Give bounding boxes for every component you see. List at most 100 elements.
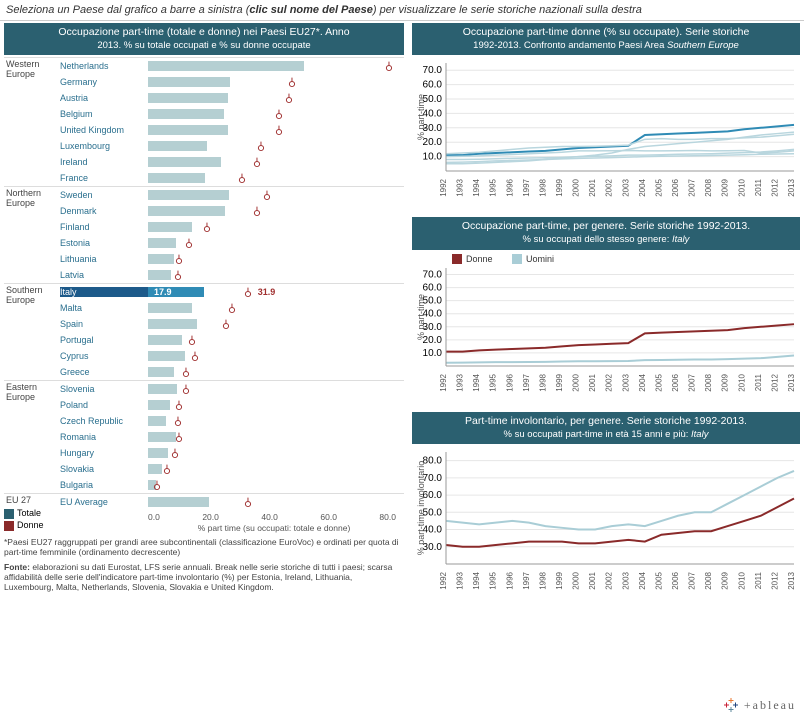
bar-fill-total[interactable]	[148, 351, 185, 361]
bar-fill-total[interactable]	[148, 157, 221, 167]
women-marker-icon[interactable]: ⚲	[181, 366, 189, 379]
bar-fill-total[interactable]	[148, 222, 192, 232]
svg-text:1995: 1995	[489, 373, 498, 391]
country-label[interactable]: Austria	[60, 93, 148, 103]
country-label[interactable]: Netherlands	[60, 61, 148, 71]
bar-fill-total[interactable]	[148, 335, 182, 345]
women-marker-icon[interactable]: ⚲	[181, 383, 189, 396]
women-marker-icon[interactable]: ⚲	[275, 124, 283, 137]
svg-text:2013: 2013	[787, 179, 796, 197]
women-marker-icon[interactable]: ⚲	[174, 415, 182, 428]
women-marker-icon[interactable]: ⚲	[185, 237, 193, 250]
bar-fill-total[interactable]	[148, 416, 166, 426]
bar-fill-total[interactable]	[148, 432, 176, 442]
footnote-2: Fonte: elaborazioni su dati Eurostat, LF…	[4, 562, 404, 593]
women-marker-icon[interactable]: ⚲	[256, 140, 264, 153]
country-label[interactable]: Belgium	[60, 109, 148, 119]
svg-text:2002: 2002	[605, 179, 614, 197]
women-marker-icon[interactable]: ⚲	[175, 431, 183, 444]
svg-text:2003: 2003	[621, 373, 630, 391]
bar-fill-total[interactable]	[148, 61, 304, 71]
svg-text:1998: 1998	[538, 571, 547, 589]
country-label[interactable]: Sweden	[60, 190, 148, 200]
country-label[interactable]: Ireland	[60, 157, 148, 167]
bar-fill-total[interactable]	[148, 125, 228, 135]
bar-fill-total[interactable]	[148, 384, 177, 394]
bar-fill-total[interactable]	[148, 448, 168, 458]
women-marker-icon[interactable]: ⚲	[175, 399, 183, 412]
country-label[interactable]: Malta	[60, 303, 148, 313]
country-label[interactable]: Finland	[60, 222, 148, 232]
women-marker-icon[interactable]: ⚲	[228, 302, 236, 315]
bar-fill-total[interactable]	[148, 497, 209, 507]
svg-text:2011: 2011	[754, 571, 763, 589]
country-label[interactable]: Lithuania	[60, 254, 148, 264]
women-marker-icon[interactable]: ⚲	[188, 334, 196, 347]
bar-fill-total[interactable]	[148, 303, 192, 313]
country-label[interactable]: Greece	[60, 367, 148, 377]
women-marker-icon[interactable]: ⚲	[175, 253, 183, 266]
country-label[interactable]: Czech Republic	[60, 416, 148, 426]
bar-fill-total[interactable]	[148, 77, 230, 87]
country-label[interactable]: Italy	[60, 287, 148, 297]
women-marker-icon[interactable]: ⚲	[163, 463, 171, 476]
bar-fill-total[interactable]	[148, 190, 229, 200]
bar-fill-total[interactable]	[148, 400, 170, 410]
bar-fill-total[interactable]	[148, 367, 174, 377]
bar-fill-total[interactable]	[148, 206, 225, 216]
women-marker-icon[interactable]: ⚲	[174, 269, 182, 282]
country-label[interactable]: Spain	[60, 319, 148, 329]
women-marker-icon[interactable]: ⚲	[244, 496, 252, 509]
country-label[interactable]: Cyprus	[60, 351, 148, 361]
bar-row: Netherlands ⚲	[60, 58, 404, 74]
bar-fill-total[interactable]	[148, 141, 207, 151]
women-marker-icon[interactable]: ⚲	[288, 76, 296, 89]
bar-fill-total[interactable]	[148, 238, 176, 248]
country-label[interactable]: Latvia	[60, 270, 148, 280]
country-label[interactable]: Slovakia	[60, 464, 148, 474]
svg-text:2004: 2004	[638, 571, 647, 589]
country-label[interactable]: Romania	[60, 432, 148, 442]
svg-text:2000: 2000	[572, 571, 581, 589]
legend-donne-swatch	[4, 521, 14, 531]
bar-chart[interactable]: Western EuropeNetherlands⚲Germany⚲Austri…	[4, 57, 404, 510]
country-label[interactable]: Hungary	[60, 448, 148, 458]
women-marker-icon[interactable]: ⚲	[238, 172, 246, 185]
country-label[interactable]: Denmark	[60, 206, 148, 216]
women-marker-icon[interactable]: ⚲	[275, 108, 283, 121]
country-label[interactable]: Bulgaria	[60, 480, 148, 490]
women-marker-icon[interactable]: ⚲	[244, 286, 252, 299]
country-label[interactable]: Slovenia	[60, 384, 148, 394]
bar-fill-total[interactable]	[148, 319, 197, 329]
women-marker-icon[interactable]: ⚲	[253, 205, 261, 218]
women-marker-icon[interactable]: ⚲	[153, 479, 161, 492]
bar-fill-total[interactable]	[148, 173, 205, 183]
svg-text:1996: 1996	[505, 179, 514, 197]
women-marker-icon[interactable]: ⚲	[263, 189, 271, 202]
bar-fill-total[interactable]	[148, 93, 228, 103]
chart1-title-l2b: Confronto andamento Paesi Area	[524, 40, 667, 51]
women-marker-icon[interactable]: ⚲	[191, 350, 199, 363]
country-label[interactable]: Poland	[60, 400, 148, 410]
women-marker-icon[interactable]: ⚲	[253, 156, 261, 169]
women-marker-icon[interactable]: ⚲	[222, 318, 230, 331]
x-tick: 60.0	[320, 512, 337, 522]
women-marker-icon[interactable]: ⚲	[171, 447, 179, 460]
legend-totale-label: Totale	[17, 508, 41, 518]
country-label[interactable]: United Kingdom	[60, 125, 148, 135]
women-marker-icon[interactable]: ⚲	[285, 92, 293, 105]
country-label[interactable]: Luxembourg	[60, 141, 148, 151]
bar-fill-total[interactable]	[148, 270, 171, 280]
country-label[interactable]: France	[60, 173, 148, 183]
country-label[interactable]: Portugal	[60, 335, 148, 345]
instruction-bar: Seleziona un Paese dal grafico a barre a…	[0, 0, 804, 21]
bar-fill-total[interactable]	[148, 254, 174, 264]
women-marker-icon[interactable]: ⚲	[385, 60, 393, 73]
country-label[interactable]: Estonia	[60, 238, 148, 248]
bar-fill-total[interactable]	[148, 109, 224, 119]
women-marker-icon[interactable]: ⚲	[203, 221, 211, 234]
bar-fill-total[interactable]	[148, 464, 162, 474]
country-label[interactable]: EU Average	[60, 497, 148, 507]
country-label[interactable]: Germany	[60, 77, 148, 87]
svg-text:1995: 1995	[489, 571, 498, 589]
